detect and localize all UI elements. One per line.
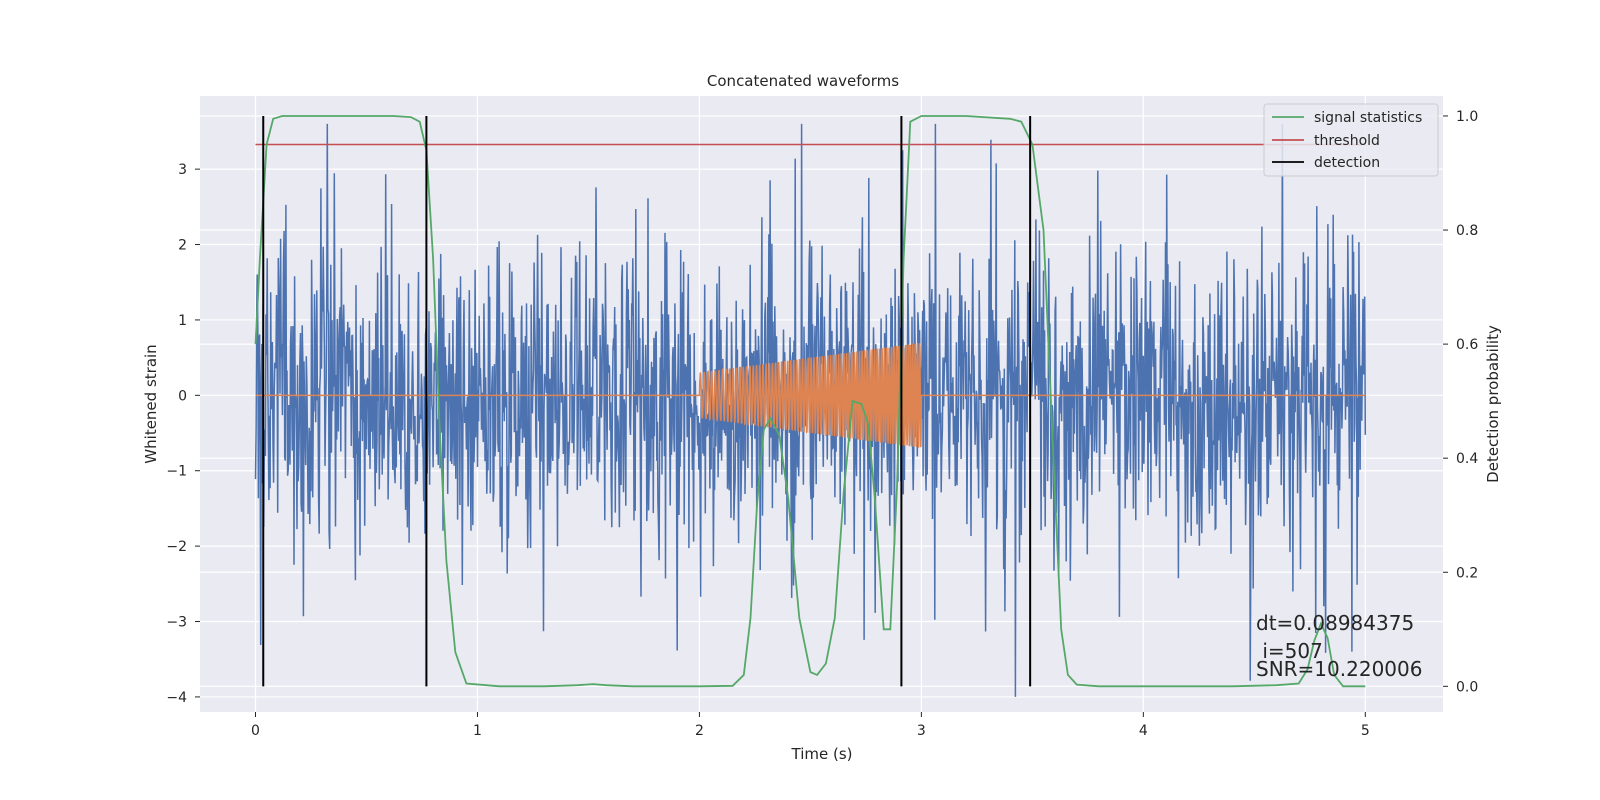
x-tick-label: 0 (251, 723, 260, 739)
y-tick-label: 1 (178, 313, 187, 329)
x-tick-label: 4 (1139, 723, 1148, 739)
x-tick-label: 1 (473, 723, 482, 739)
x-axis-ticks: 0 1 2 3 4 5 (251, 712, 1370, 739)
x-tick-label: 5 (1361, 723, 1370, 739)
y-right-tick-label: 0.8 (1456, 223, 1478, 239)
annotation-index: i=507 (1256, 639, 1323, 663)
x-axis-label: Time (s) (791, 745, 853, 763)
strain-series-line (254, 123, 1367, 697)
y-right-tick-label: 0.2 (1456, 565, 1478, 581)
y-right-tick-label: 0.6 (1456, 337, 1478, 353)
detection-lines (262, 115, 1032, 687)
x-tick-label: 2 (695, 723, 704, 739)
legend: signal statistics threshold detection (1263, 103, 1439, 177)
y-right-tick-label: 1.0 (1456, 109, 1478, 125)
y-tick-label: −2 (166, 539, 187, 555)
y-tick-label: −1 (166, 464, 187, 480)
x-tick-label: 3 (917, 723, 926, 739)
annotation-dt: dt=0.08984375 (1256, 611, 1414, 635)
y-axis-right-label: Detection probability (1484, 325, 1502, 483)
y-right-tick-label: 0.4 (1456, 451, 1478, 467)
y-axis-label: Whitened strain (142, 344, 160, 463)
y-right-tick-label: 0.0 (1456, 679, 1478, 695)
chart-title: Concatenated waveforms (707, 72, 899, 90)
template-series-line (255, 343, 1366, 448)
legend-box (1263, 103, 1439, 177)
y-tick-label: 3 (178, 162, 187, 178)
y-tick-label: −3 (166, 615, 187, 631)
y-tick-label: 0 (178, 388, 187, 404)
legend-label-detection: detection (1314, 155, 1380, 171)
annotations: dt=0.08984375 i=507 SNR=10.220006 (1256, 611, 1422, 681)
signal-statistics-series-line (254, 115, 1366, 688)
legend-label-threshold: threshold (1314, 133, 1380, 149)
y-tick-label: −4 (166, 690, 187, 706)
y-tick-label: 2 (178, 238, 187, 254)
legend-label-signal-statistics: signal statistics (1314, 110, 1422, 126)
y-axis-right-ticks: 0.0 0.2 0.4 0.6 0.8 1.0 (1443, 109, 1478, 695)
y-axis-ticks: −4 −3 −2 −1 0 1 2 3 (166, 162, 200, 706)
annotation-snr: SNR=10.220006 (1256, 657, 1422, 681)
